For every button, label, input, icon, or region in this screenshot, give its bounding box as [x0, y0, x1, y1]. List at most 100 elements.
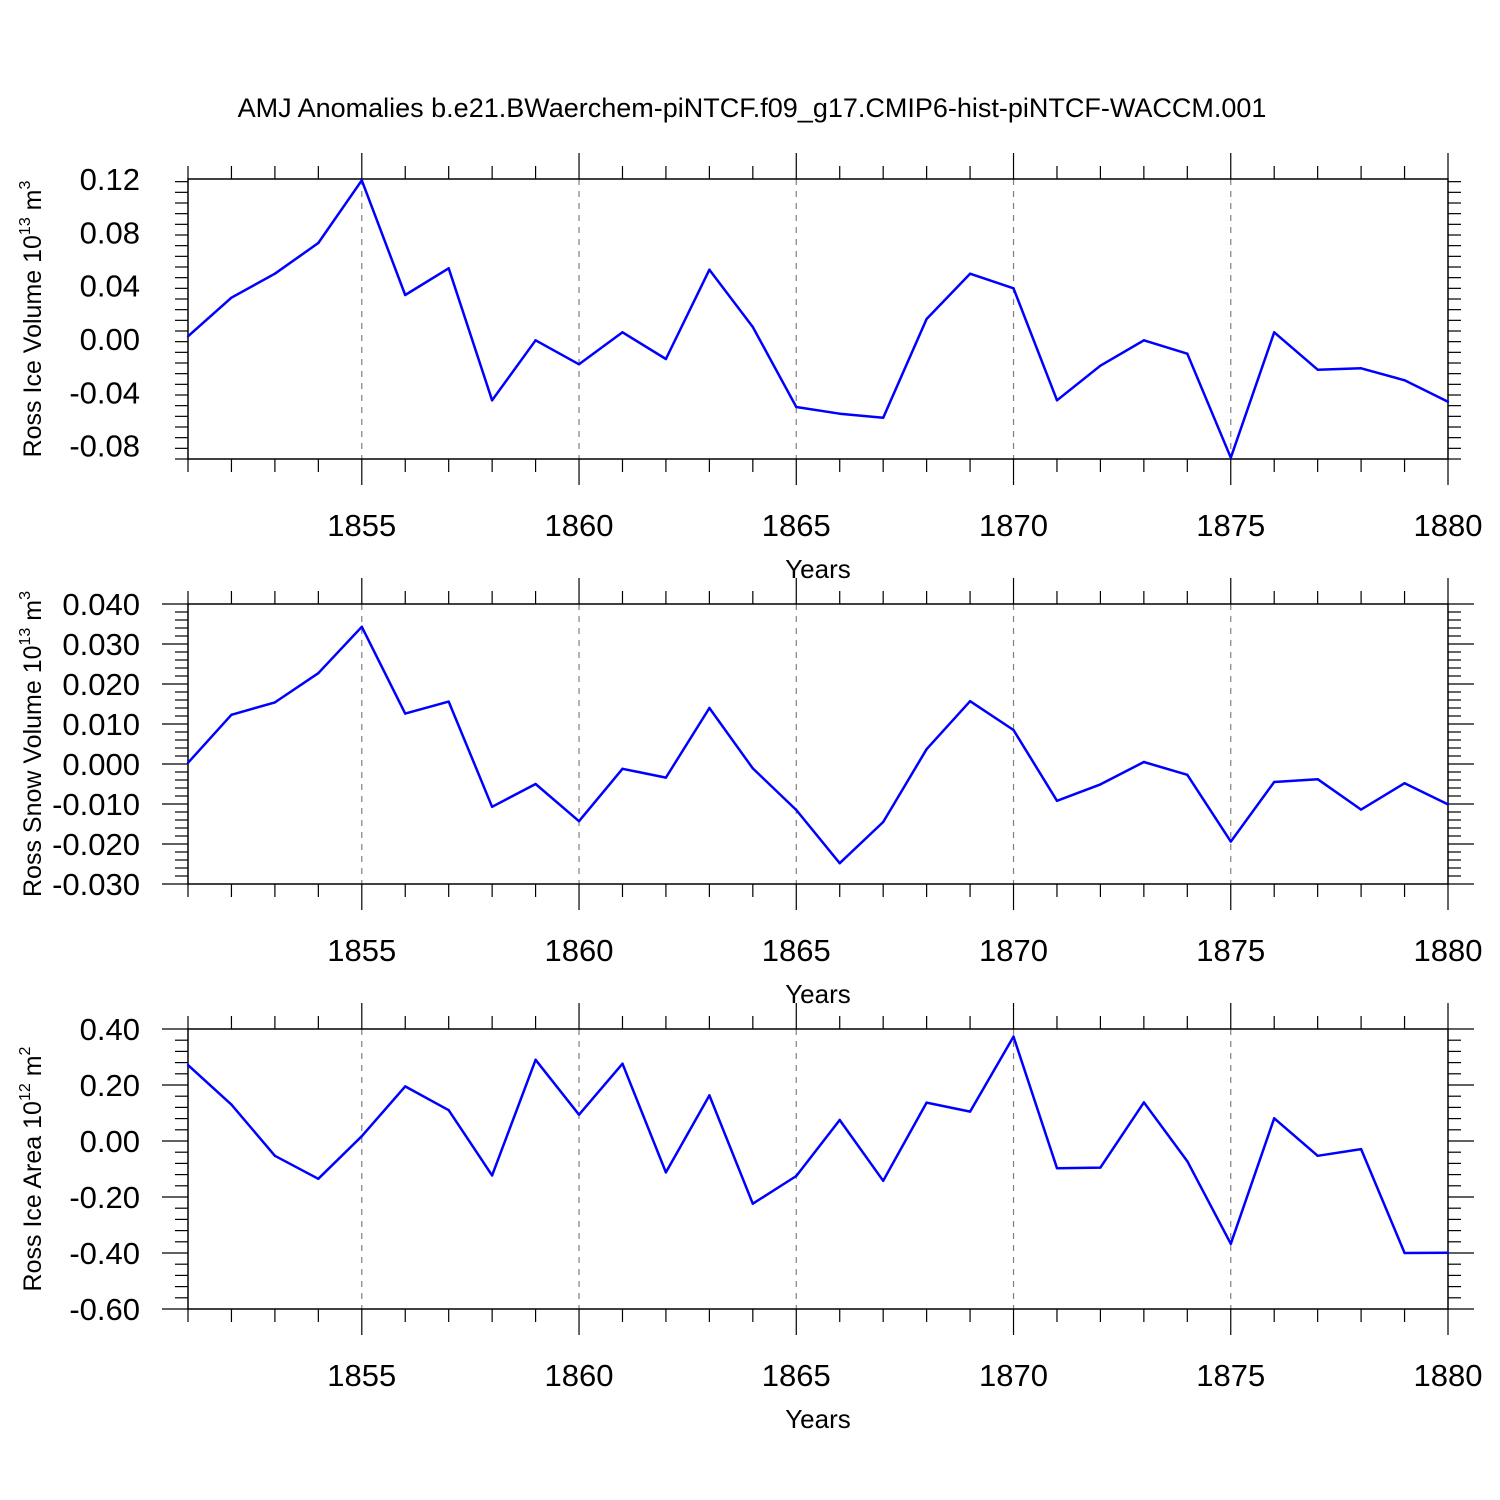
x-tick-label: 1865 — [762, 508, 831, 543]
data-point — [230, 713, 233, 716]
data-point — [1446, 1251, 1450, 1254]
x-tick-label: 1875 — [1196, 933, 1265, 968]
y-axis-label: Ross Snow Volume 1013 m3 — [17, 591, 47, 897]
data-point — [708, 706, 711, 710]
data-point — [1316, 778, 1319, 781]
y-tick-label: -0.04 — [69, 375, 140, 410]
data-point — [1012, 1035, 1015, 1038]
plot-frame — [187, 178, 1449, 460]
data-point — [881, 416, 885, 419]
data-point — [317, 241, 320, 245]
data-point — [968, 700, 972, 703]
data-point — [1186, 352, 1189, 355]
data-point — [577, 820, 581, 823]
data-point — [1142, 339, 1146, 342]
x-tick-label: 1865 — [762, 1358, 831, 1393]
data-point — [534, 782, 537, 786]
series-line — [187, 179, 1449, 459]
y-tick-label: -0.030 — [52, 867, 140, 902]
data-point — [317, 1177, 320, 1181]
data-point — [1012, 287, 1015, 290]
data-point — [360, 625, 363, 628]
data-point — [664, 1171, 668, 1174]
data-point — [1186, 1159, 1189, 1163]
x-tick-label: 1860 — [545, 508, 614, 543]
y-tick-label: 0.040 — [62, 587, 140, 622]
data-point — [881, 820, 885, 824]
x-tick-label: 1870 — [979, 508, 1048, 543]
data-point — [273, 272, 277, 275]
data-point — [490, 805, 494, 808]
data-point — [1142, 760, 1146, 764]
data-point — [577, 363, 581, 366]
data-point — [1186, 773, 1189, 776]
data-point — [447, 267, 450, 270]
y-tick-label: 0.00 — [80, 322, 140, 357]
y-tick-label: -0.020 — [52, 827, 140, 862]
data-point — [534, 339, 537, 342]
data-point — [1055, 1166, 1059, 1170]
data-point — [230, 296, 233, 299]
series-line — [187, 1035, 1449, 1255]
y-tick-label: -0.40 — [69, 1236, 140, 1271]
data-point — [490, 399, 494, 402]
data-point — [664, 776, 668, 779]
y-tick-label: 0.08 — [80, 215, 140, 250]
x-tick-label: 1855 — [327, 933, 396, 968]
data-point — [404, 1085, 407, 1088]
x-tick-label: 1870 — [979, 933, 1048, 968]
data-point — [490, 1174, 494, 1177]
data-point — [447, 1109, 450, 1112]
data-point — [1012, 728, 1015, 732]
x-tick-label: 1880 — [1414, 1358, 1483, 1393]
x-tick-label: 1880 — [1414, 933, 1483, 968]
data-point — [1359, 808, 1363, 811]
data-point — [1446, 803, 1450, 806]
data-point — [273, 1154, 277, 1158]
y-tick-label: 0.030 — [62, 627, 140, 662]
data-point — [1273, 1117, 1276, 1120]
x-tick-label: 1855 — [327, 508, 396, 543]
y-tick-label: -0.010 — [52, 787, 140, 822]
data-point — [1316, 1154, 1319, 1158]
data-point — [881, 1179, 885, 1182]
data-point — [186, 335, 190, 338]
data-point — [534, 1058, 537, 1062]
data-point — [1359, 1147, 1363, 1151]
y-axis-label: Ross Ice Volume 1013 m3 — [17, 180, 47, 457]
y-tick-label: 0.000 — [62, 747, 140, 782]
data-point — [708, 1094, 711, 1097]
data-point — [1403, 1251, 1406, 1255]
data-point — [925, 317, 928, 321]
x-tick-label: 1875 — [1196, 1358, 1265, 1393]
y-tick-label: 0.04 — [80, 269, 140, 304]
data-point — [1229, 456, 1232, 459]
y-tick-label: 0.010 — [62, 707, 140, 742]
x-axis-label: Years — [785, 1404, 851, 1434]
data-point — [751, 1202, 755, 1205]
series-line — [187, 625, 1449, 865]
y-tick-label: -0.20 — [69, 1180, 140, 1215]
data-point — [795, 1174, 798, 1178]
data-point — [838, 412, 841, 415]
x-tick-label: 1855 — [327, 1358, 396, 1393]
y-tick-label: 0.020 — [62, 667, 140, 702]
data-point — [360, 1135, 363, 1138]
data-point — [925, 1101, 928, 1104]
chart-title: AMJ Anomalies b.e21.BWaerchem-piNTCF.f09… — [238, 93, 1267, 123]
x-axis-label: Years — [785, 979, 851, 1009]
data-point — [577, 1113, 581, 1116]
x-tick-label: 1875 — [1196, 508, 1265, 543]
data-point — [1403, 379, 1406, 382]
data-point — [1273, 331, 1276, 334]
panel-ross-ice-volume: -0.08 -0.04 0.00 0.04 0.08 0.12 1855 1860 1865 18… — [17, 153, 1482, 584]
data-point — [795, 808, 798, 812]
data-point — [621, 331, 624, 334]
data-point — [795, 405, 798, 409]
data-point — [708, 268, 711, 271]
data-point — [1403, 782, 1406, 785]
data-point — [621, 767, 624, 770]
panel-ross-snow-volume: -0.030 -0.020 -0.010 0.000 0.010 0.020 0.030 0.… — [17, 578, 1482, 1009]
x-tick-label: 1880 — [1414, 508, 1483, 543]
data-point — [404, 712, 407, 715]
